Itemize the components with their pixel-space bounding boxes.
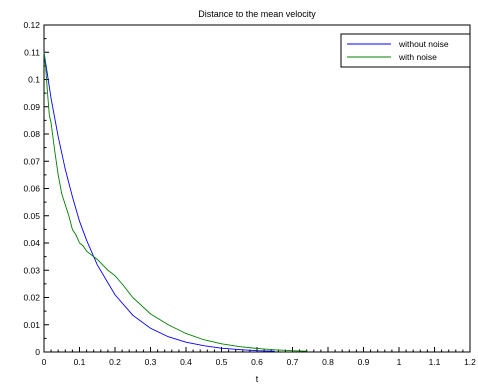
- plot-frame: [43, 24, 471, 353]
- y-tick-label: 0: [35, 347, 40, 357]
- series-line-without-noise: [43, 52, 275, 352]
- x-tick-label: 0.6: [251, 357, 263, 367]
- x-tick-label: 0.1: [74, 357, 86, 367]
- x-tick-label: 0.8: [322, 357, 334, 367]
- x-tick-label: 0: [42, 357, 47, 367]
- series-lines: [43, 52, 307, 352]
- x-tick-label: 1.2: [464, 357, 476, 367]
- x-tick-label: 0.9: [358, 357, 370, 367]
- axis-ticks: 0 0.1 0.2 0.3 0.4 0.5 0.6 0.7 0.8 0.9 1 1.1 1.2 0 0.01…: [23, 20, 476, 367]
- x-tick-label: 0.3: [145, 357, 157, 367]
- legend-label: with noise: [398, 52, 437, 62]
- y-tick-label: 0.11: [24, 47, 40, 57]
- y-tick-label: 0.07: [23, 156, 40, 166]
- y-tick-label: 0.05: [23, 211, 40, 221]
- legend: without noise with noise: [340, 33, 471, 68]
- x-tick-label: 1: [397, 357, 402, 367]
- x-tick-label: 0.5: [216, 357, 228, 367]
- x-tick-label: 0.2: [109, 357, 121, 367]
- x-tick-label: 0.7: [287, 357, 299, 367]
- y-tick-label: 0.1: [28, 75, 40, 85]
- y-tick-label: 0.06: [23, 184, 40, 194]
- x-tick-label: 0.4: [180, 357, 192, 367]
- legend-label: without noise: [398, 39, 449, 49]
- y-tick-label: 0.09: [23, 102, 40, 112]
- y-tick-label: 0.12: [23, 20, 40, 30]
- chart-title: Distance to the mean velocity: [198, 9, 316, 19]
- y-tick-label: 0.04: [23, 238, 40, 248]
- y-tick-label: 0.08: [23, 129, 40, 139]
- y-tick-label: 0.02: [23, 293, 40, 303]
- x-tick-label: 1.1: [429, 357, 441, 367]
- y-tick-label: 0.01: [23, 320, 40, 330]
- x-axis-label: t: [256, 374, 259, 384]
- y-tick-label: 0.03: [23, 265, 40, 275]
- series-line-with-noise: [43, 52, 307, 352]
- legend-box: [340, 33, 471, 68]
